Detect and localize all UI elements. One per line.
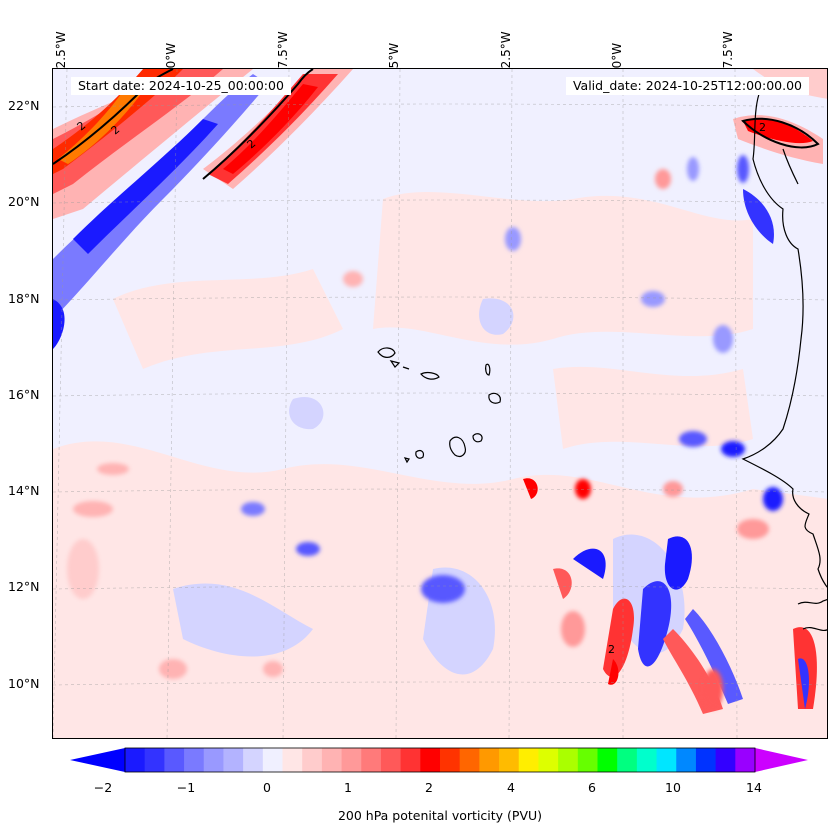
- colorbar-cell: [302, 748, 323, 772]
- colorbar-outline: [124, 747, 756, 773]
- contour-label: 2: [608, 643, 615, 656]
- colorbar-cell: [420, 748, 441, 772]
- colorbar-cell: [125, 748, 146, 772]
- lat-label-16n: 16°N: [8, 387, 40, 402]
- colorbar-cell: [203, 748, 224, 772]
- colorbar-tick-label: 1: [344, 780, 352, 795]
- colorbar-cell: [400, 748, 421, 772]
- scattered-pv-blobs: [67, 155, 783, 709]
- colorbar-tick-label: 0: [263, 780, 271, 795]
- lower-right-streaks: [523, 478, 817, 714]
- coastlines: [741, 93, 827, 632]
- colorbar-cell: [321, 748, 343, 772]
- colorbar-over-arrow: [755, 748, 808, 772]
- island-santo-antao: [377, 347, 396, 358]
- map-panel[interactable]: 2 2 2 2 2: [52, 68, 828, 739]
- colorbar-cell: [164, 748, 185, 772]
- colorbar-cell: [479, 748, 500, 772]
- colorbar-cells: [125, 748, 756, 772]
- upper-right-feature: [733, 69, 827, 244]
- colorbar-cell: [518, 748, 539, 772]
- start-date-label: Start date: 2024-10-25_00:00:00: [71, 77, 291, 95]
- island-boa-vista: [488, 392, 501, 404]
- colorbar-cell: [577, 748, 598, 772]
- island-sal: [485, 363, 491, 376]
- colorbar-cell: [538, 748, 559, 772]
- pv-field-map: 2 2 2 2 2: [53, 69, 827, 738]
- upper-jet-bands: [53, 69, 353, 349]
- colorbar-cell: [735, 748, 756, 772]
- colorbar-cell: [597, 748, 618, 772]
- colorbar-cell: [695, 748, 717, 772]
- graticule: [53, 69, 827, 738]
- colorbar-cell: [341, 748, 362, 772]
- colorbar-cell: [715, 748, 736, 772]
- colorbar: [70, 747, 808, 773]
- colorbar-tick-label: −2: [93, 780, 113, 795]
- colorbar-cell: [282, 748, 303, 772]
- lat-label-12n: 12°N: [8, 579, 40, 594]
- island-santa-luzia: [402, 366, 410, 370]
- colorbar-label: 200 hPa potenital vorticity (PVU): [337, 808, 543, 823]
- contour-label: 2: [759, 121, 766, 134]
- colorbar-cell: [184, 748, 205, 772]
- valid-date-label: Valid_date: 2024-10-25T12:00:00.00: [565, 77, 809, 95]
- colorbar-tick-label: 6: [588, 780, 596, 795]
- colorbar-cell: [243, 748, 264, 772]
- island-sao-nicolau: [420, 371, 440, 380]
- colorbar-tick-label: 14: [746, 780, 762, 795]
- cape-verde-islands: [377, 347, 501, 464]
- colorbar-cell: [558, 748, 579, 772]
- lat-label-14n: 14°N: [8, 483, 40, 498]
- lat-label-20n: 20°N: [8, 194, 40, 209]
- colorbar-cell: [361, 748, 382, 772]
- colorbar-cell: [144, 748, 165, 772]
- colorbar-cell: [380, 748, 402, 772]
- island-maio: [472, 433, 483, 443]
- colorbar-tick-label: −1: [176, 780, 196, 795]
- colorbar-tick-label: 2: [425, 780, 433, 795]
- island-santiago: [449, 436, 466, 458]
- colorbar-cell: [676, 748, 697, 772]
- colorbar-cell: [440, 748, 461, 772]
- lat-label-22n: 22°N: [8, 98, 40, 113]
- colorbar-cell: [262, 748, 283, 772]
- colorbar-cell: [499, 748, 520, 772]
- island-fogo: [415, 450, 425, 459]
- island-brava: [403, 457, 410, 464]
- colorbar-cell: [617, 748, 638, 772]
- colorbar-under-arrow: [70, 748, 125, 772]
- lat-label-10n: 10°N: [8, 676, 40, 691]
- colorbar-tick-label: 4: [507, 780, 515, 795]
- colorbar-cell: [459, 748, 480, 772]
- island-sao-vicente: [389, 360, 401, 368]
- colorbar-cell: [656, 748, 677, 772]
- colorbar-cell: [636, 748, 658, 772]
- lat-label-18n: 18°N: [8, 291, 40, 306]
- colorbar-tick-label: 10: [665, 780, 681, 795]
- colorbar-cell: [223, 748, 244, 772]
